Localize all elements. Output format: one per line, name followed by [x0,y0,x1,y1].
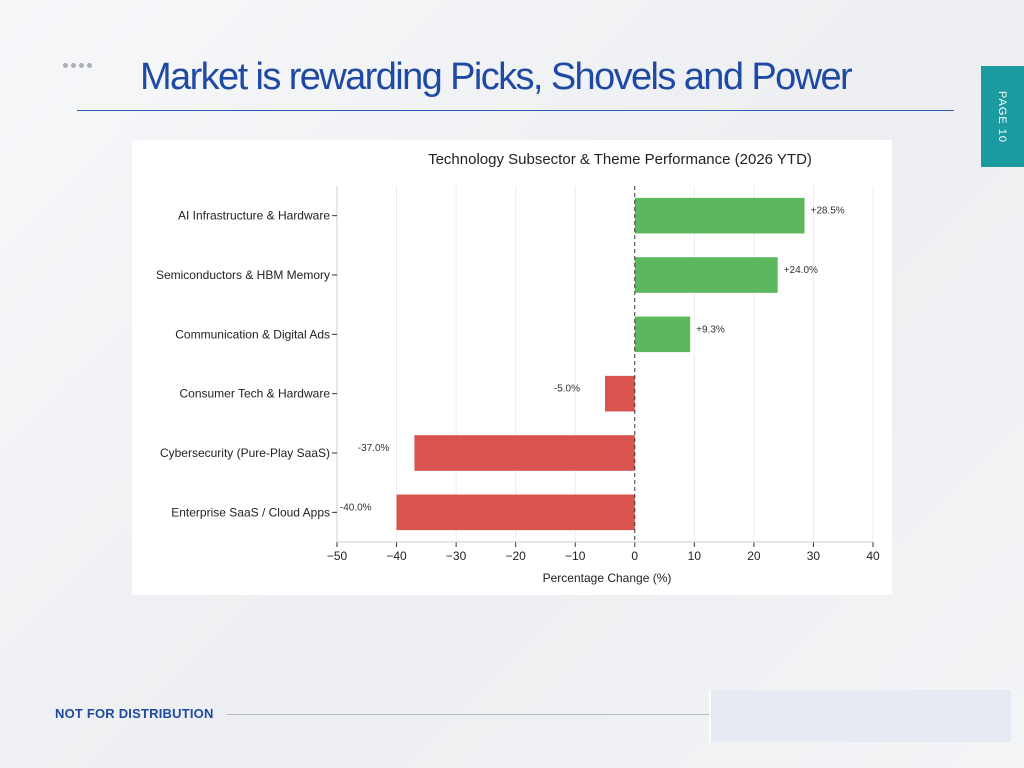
bar [634,257,778,293]
bar [414,435,635,471]
decorative-dots-icon [63,63,92,68]
footer-divider [227,714,710,715]
bar [634,316,691,353]
bar [605,375,635,412]
x-tick-label: −30 [446,549,467,563]
y-tick-label: Enterprise SaaS / Cloud Apps [171,505,330,519]
x-tick-label: −20 [505,549,526,563]
data-label: -37.0% [358,443,390,454]
x-tick-label: 10 [688,549,702,563]
x-axis-label: Percentage Change (%) [543,571,672,585]
data-label: +28.5% [811,206,845,217]
bar [634,197,805,234]
bar-chart: Technology Subsector & Theme Performance… [156,151,880,585]
page-tab: PAGE 10 [981,66,1024,167]
x-tick-label: 40 [866,549,880,563]
x-tick-label: −10 [565,549,586,563]
x-tick-label: −40 [386,549,407,563]
data-label: +24.0% [784,265,818,276]
chart-title: Technology Subsector & Theme Performance… [428,151,812,168]
x-tick-label: 20 [747,549,761,563]
x-tick-label: −50 [327,549,348,563]
x-tick-label: 30 [807,549,821,563]
chart-card: Technology Subsector & Theme Performance… [132,140,892,595]
y-tick-label: Consumer Tech & Hardware [179,387,330,401]
y-tick-label: Communication & Digital Ads [175,327,330,341]
y-tick-label: AI Infrastructure & Hardware [178,209,330,223]
title-divider [77,110,954,111]
data-label: -5.0% [554,384,580,395]
bar [396,494,635,531]
page-label: PAGE 10 [996,90,1009,143]
y-tick-label: Semiconductors & HBM Memory [156,268,330,282]
data-label: -40.0% [340,502,372,513]
footer-panel [709,690,1011,742]
x-tick-label: 0 [631,549,638,563]
footer-label: NOT FOR DISTRIBUTION [55,706,214,721]
data-label: +9.3% [696,324,725,335]
slide-title: Market is rewarding Picks, Shovels and P… [140,56,853,98]
y-tick-label: Cybersecurity (Pure-Play SaaS) [160,446,330,460]
